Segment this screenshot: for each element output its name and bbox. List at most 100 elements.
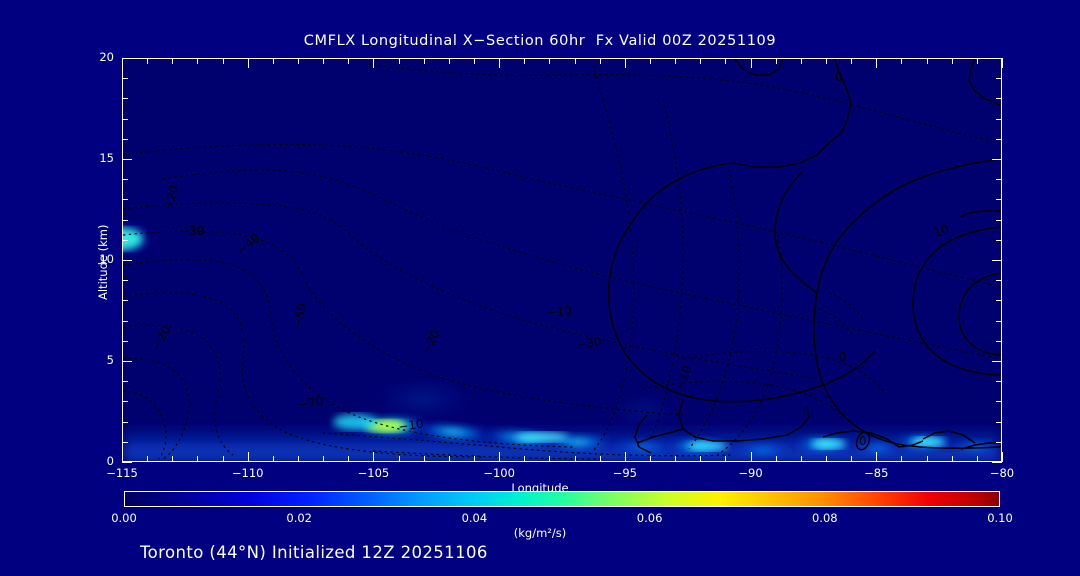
x-tick (751, 452, 752, 462)
x-tick-top (122, 58, 123, 68)
x-tick-top (424, 58, 425, 64)
positive-contours (607, 59, 1001, 454)
x-tick-top (901, 58, 902, 64)
x-tick-top (449, 58, 450, 64)
x-tick-top (801, 58, 802, 64)
x-tick-top (298, 58, 299, 64)
x-tick (700, 456, 701, 462)
y-tick (122, 139, 128, 140)
x-tick (399, 456, 400, 462)
x-tick (348, 456, 349, 462)
footer-caption: Toronto (44°N) Initialized 12Z 20251106 (140, 543, 488, 562)
x-tick (801, 456, 802, 462)
x-tick (424, 456, 425, 462)
x-tick-top (399, 58, 400, 64)
x-tick-label: −115 (106, 466, 138, 480)
x-tick-label: −105 (357, 466, 390, 480)
y-tick (122, 260, 132, 261)
x-tick (826, 456, 827, 462)
colorbar-unit: (kg/m²/s) (513, 526, 567, 540)
y-tick-right (996, 280, 1002, 281)
x-tick-top (851, 58, 852, 64)
y-tick-label: 10 (99, 252, 114, 266)
y-tick-right (996, 98, 1002, 99)
y-tick-right (996, 119, 1002, 120)
y-tick-label: 0 (106, 454, 114, 468)
colorbar-tick-label: 0.04 (461, 511, 488, 525)
x-tick (725, 456, 726, 462)
x-tick-top (197, 58, 198, 64)
y-tick-right (996, 139, 1002, 140)
x-tick (776, 456, 777, 462)
y-tick (122, 58, 132, 59)
x-tick-top (751, 58, 752, 68)
x-tick-top (826, 58, 827, 64)
y-tick-right (996, 381, 1002, 382)
x-tick-top (927, 58, 928, 64)
x-tick (373, 452, 374, 462)
x-tick-top (675, 58, 676, 64)
x-tick-top (248, 58, 249, 68)
x-tick-top (776, 58, 777, 64)
x-tick (625, 452, 626, 462)
x-tick-top (323, 58, 324, 64)
y-tick-right (996, 78, 1002, 79)
x-tick-top (499, 58, 500, 68)
contour-label: −50 (290, 302, 309, 330)
y-tick-right (992, 58, 1002, 59)
plot-svg: −10 −20 −30 −40 −50 −10 −20 −30 −70 −20 … (123, 59, 1001, 461)
x-tick (549, 456, 550, 462)
x-tick (675, 456, 676, 462)
y-axis-title: Altitude (km) (96, 224, 110, 300)
y-tick-right (992, 159, 1002, 160)
y-tick (122, 199, 128, 200)
x-tick (449, 456, 450, 462)
y-tick (122, 381, 128, 382)
contour-label: −70 (297, 394, 324, 412)
x-tick (248, 452, 249, 462)
negative-contours (123, 64, 1001, 460)
y-tick (122, 280, 128, 281)
x-tick-top (1002, 58, 1003, 68)
contour-label: 0 (835, 70, 843, 84)
x-tick (575, 456, 576, 462)
x-tick-top (474, 58, 475, 64)
y-tick-right (996, 179, 1002, 180)
x-tick-top (650, 58, 651, 64)
x-tick-top (549, 58, 550, 64)
contour-label: 0 (839, 350, 847, 364)
contour-label: −30 (179, 224, 204, 238)
plot-background (123, 59, 1001, 461)
colorbar-tick-label: 0.10 (987, 511, 1013, 525)
x-tick (901, 456, 902, 462)
y-tick (122, 341, 128, 342)
x-tick (876, 452, 877, 462)
y-tick-right (996, 442, 1002, 443)
y-tick (122, 300, 128, 301)
contour-label: −10 (397, 417, 424, 434)
x-tick-top (575, 58, 576, 64)
colorbar-tick-label: 0.02 (286, 511, 312, 525)
y-tick-right (996, 401, 1002, 402)
y-tick (122, 462, 132, 463)
x-tick (474, 456, 475, 462)
x-tick (650, 456, 651, 462)
x-tick-label: −90 (738, 466, 763, 480)
y-tick-label: 5 (106, 353, 114, 367)
x-tick (273, 456, 274, 462)
colorbar-tick-label: 0.06 (636, 511, 663, 525)
x-tick-label: −80 (989, 466, 1015, 480)
x-tick (851, 456, 852, 462)
x-tick-top (952, 58, 953, 64)
x-tick-top (600, 58, 601, 64)
x-tick (1002, 452, 1003, 462)
x-tick-label: −100 (483, 466, 515, 480)
x-tick-label: −85 (864, 466, 889, 480)
contour-label: 0 (859, 434, 867, 448)
contour-label: −10 (546, 303, 573, 320)
chart-title: CMFLX Longitudinal X−Section 60hr Fx Val… (303, 33, 777, 49)
y-tick (122, 361, 132, 362)
contour-label: −30 (575, 335, 602, 352)
y-tick-label: 15 (99, 151, 114, 165)
